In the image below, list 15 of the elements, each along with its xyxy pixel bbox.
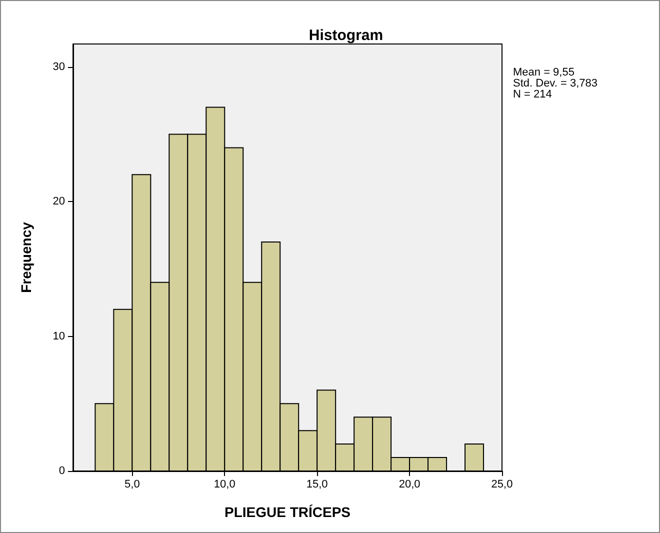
text: Mean = 9,55 [513, 66, 574, 78]
text: Std. Dev. = 3,783 [513, 78, 598, 90]
y-axis-title: Frequency [18, 222, 34, 293]
x-tick-label: 10,0 [214, 478, 236, 490]
x-axis-title: PLIEGUE TRÍCEPS [224, 504, 351, 520]
x-tick-label: 15,0 [306, 478, 328, 490]
text: N = 214 [513, 88, 552, 100]
y-tick-label: 30 [52, 60, 65, 73]
x-tick-label: 20,0 [398, 478, 420, 490]
x-tick-label: 5,0 [124, 478, 140, 490]
x-tick-label: 25,0 [491, 478, 513, 490]
y-tick-label: 0 [58, 465, 65, 477]
y-tick-label: 20 [52, 196, 65, 208]
y-tick-label: 10 [52, 330, 65, 342]
chart-title: Histogram [308, 27, 384, 44]
